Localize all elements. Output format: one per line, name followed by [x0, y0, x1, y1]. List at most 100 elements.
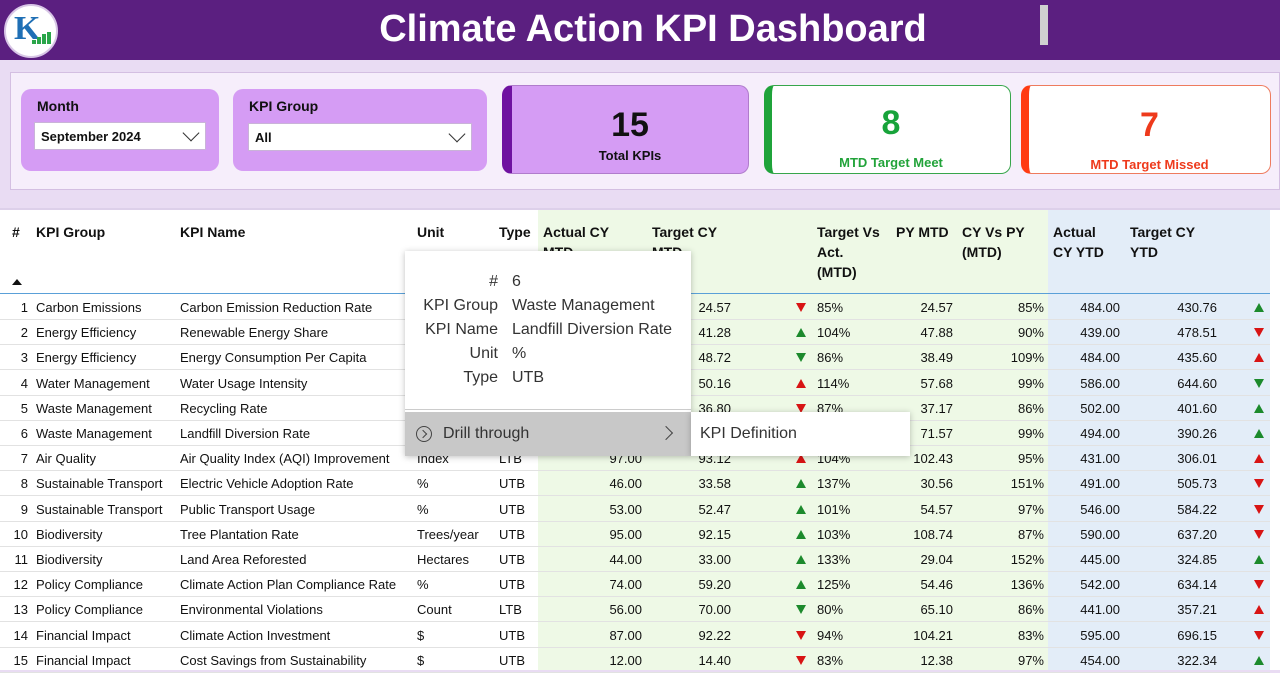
cell-index: 14 [13, 627, 28, 643]
cell-actual-ytd: 441.00 [1080, 602, 1120, 618]
col-header-cy-vs-py[interactable]: CY Vs PY (MTD) [962, 222, 1025, 262]
tooltip-divider [405, 409, 691, 410]
cell-target-mtd: 48.72 [698, 350, 731, 366]
cell-kpi-name: Climate Action Investment [180, 627, 331, 643]
mtd-status-arrow-down-icon [796, 353, 806, 363]
col-header-type[interactable]: Type [499, 224, 531, 240]
target-meet-label: MTD Target Meet [839, 155, 943, 170]
cell-cy-vs-py: 83% [1017, 627, 1044, 643]
cell-kpi-group: Biodiversity [36, 526, 103, 542]
tooltip-key: KPI Group [423, 297, 498, 314]
cell-target-mtd: 33.00 [698, 552, 731, 567]
cell-py-mtd: 104.21 [913, 627, 953, 643]
cell-index: 8 [20, 476, 28, 492]
cell-actual-mtd: 95.00 [609, 526, 642, 542]
cell-type: UTB [499, 552, 525, 567]
table-row[interactable]: 11 Biodiversity Land Area Reforested Hectar… [0, 547, 1270, 572]
cell-kpi-group: Air Quality [36, 451, 96, 467]
tooltip-value: UTB [512, 369, 544, 386]
cell-actual-mtd: 46.00 [609, 476, 642, 492]
cell-target-vs-act: 80% [817, 602, 844, 618]
cell-actual-ytd: 546.00 [1080, 501, 1120, 517]
ytd-status-arrow-down-icon [1254, 529, 1264, 539]
brand-logo: K [4, 4, 58, 58]
cell-kpi-name: Tree Plantation Rate [180, 526, 299, 542]
cell-actual-ytd: 484.00 [1080, 350, 1120, 366]
col-header-line: Actual [1053, 224, 1096, 240]
ytd-status-arrow-down-icon [1254, 328, 1264, 338]
cell-target-ytd: 357.21 [1177, 602, 1217, 618]
col-header-unit[interactable]: Unit [417, 224, 445, 240]
cell-actual-mtd: 44.00 [609, 552, 642, 567]
cell-index: 11 [14, 552, 29, 567]
mtd-status-arrow-up-icon [796, 378, 806, 388]
cell-cy-vs-py: 86% [1017, 400, 1044, 416]
cell-kpi-group: Financial Impact [36, 627, 131, 643]
tooltip-row-type: Type UTB [405, 369, 691, 393]
cell-cy-vs-py: 151% [1010, 476, 1044, 492]
cell-actual-mtd: 74.00 [609, 577, 642, 593]
table-row[interactable]: 13 Policy Compliance Environmental Violati… [0, 597, 1270, 623]
cell-target-mtd: 24.57 [698, 300, 731, 315]
cell-target-mtd: 59.20 [698, 577, 731, 593]
cell-py-mtd: 71.57 [920, 426, 953, 441]
text-cursor-icon [1040, 5, 1048, 45]
cell-target-vs-act: 86% [817, 350, 844, 366]
cell-target-ytd: 306.01 [1177, 451, 1217, 467]
cell-index: 2 [20, 325, 28, 341]
total-kpis-card: 15 Total KPIs [502, 85, 749, 174]
cell-target-mtd: 14.40 [698, 652, 731, 668]
month-dropdown[interactable]: September 2024 [34, 122, 206, 150]
col-header-py-mtd[interactable]: PY MTD [896, 224, 949, 240]
cell-target-ytd: 324.85 [1177, 552, 1217, 567]
mtd-status-arrow-up-icon [796, 529, 806, 539]
tooltip-key: Unit [469, 345, 498, 362]
table-row[interactable]: 8 Sustainable Transport Electric Vehicle A… [0, 471, 1270, 497]
kpi-definition-menu-item[interactable]: KPI Definition [700, 425, 797, 442]
cell-actual-ytd: 502.00 [1080, 400, 1120, 416]
cell-actual-ytd: 590.00 [1080, 526, 1120, 542]
drill-through-icon [416, 426, 432, 442]
drill-through-menu-item[interactable]: Drill through [405, 412, 691, 456]
col-header-line: Target CY [652, 224, 718, 240]
cell-target-vs-act: 103% [817, 526, 851, 542]
cell-kpi-name: Energy Consumption Per Capita [180, 350, 367, 366]
cell-kpi-group: Policy Compliance [36, 602, 143, 618]
cell-target-ytd: 435.60 [1177, 350, 1217, 366]
table-row[interactable]: 9 Sustainable Transport Public Transport U… [0, 497, 1270, 522]
table-row[interactable]: 10 Biodiversity Tree Plantation Rate Trees/… [0, 522, 1270, 547]
cell-type: UTB [499, 577, 525, 593]
sort-ascending-icon[interactable] [12, 279, 22, 285]
month-label: Month [37, 98, 79, 114]
cell-actual-ytd: 454.00 [1080, 652, 1120, 668]
cell-actual-ytd: 595.00 [1080, 627, 1120, 643]
cell-cy-vs-py: 152% [1010, 552, 1044, 567]
cell-kpi-name: Renewable Energy Share [180, 325, 329, 341]
col-header-target-vs-act[interactable]: Target Vs Act. (MTD) [817, 222, 880, 282]
cell-type: UTB [499, 501, 525, 517]
cell-target-vs-act: 125% [817, 577, 851, 593]
col-header-target-ytd[interactable]: Target CY YTD [1130, 222, 1195, 262]
cell-target-ytd: 401.60 [1177, 400, 1217, 416]
col-header-kpi-group[interactable]: KPI Group [36, 224, 106, 240]
header-bar: K Climate Action KPI Dashboard [0, 0, 1280, 60]
tooltip-value: % [512, 345, 527, 362]
cell-target-ytd: 584.22 [1177, 501, 1217, 517]
tooltip-row-index: # 6 [405, 273, 691, 297]
table-row[interactable]: 12 Policy Compliance Climate Action Plan C… [0, 572, 1270, 598]
cell-type: UTB [499, 652, 525, 668]
kpi-group-dropdown[interactable]: All [248, 123, 472, 151]
target-meet-value: 8 [881, 104, 901, 142]
cell-target-vs-act: 104% [817, 325, 851, 341]
tooltip-value: 6 [512, 273, 521, 290]
col-header-kpi-name[interactable]: KPI Name [180, 224, 246, 240]
cell-unit: % [417, 577, 429, 593]
col-header-actual-ytd[interactable]: Actual CY YTD [1053, 222, 1104, 262]
table-row[interactable]: 14 Financial Impact Climate Action Investm… [0, 623, 1270, 648]
table-row[interactable]: 15 Financial Impact Cost Savings from Sust… [0, 648, 1270, 673]
cell-cy-vs-py: 85% [1017, 300, 1044, 315]
ytd-status-arrow-up-icon [1254, 429, 1264, 438]
col-header-index[interactable]: # [12, 224, 20, 240]
cell-type: UTB [499, 476, 525, 492]
cell-index: 13 [13, 602, 28, 618]
